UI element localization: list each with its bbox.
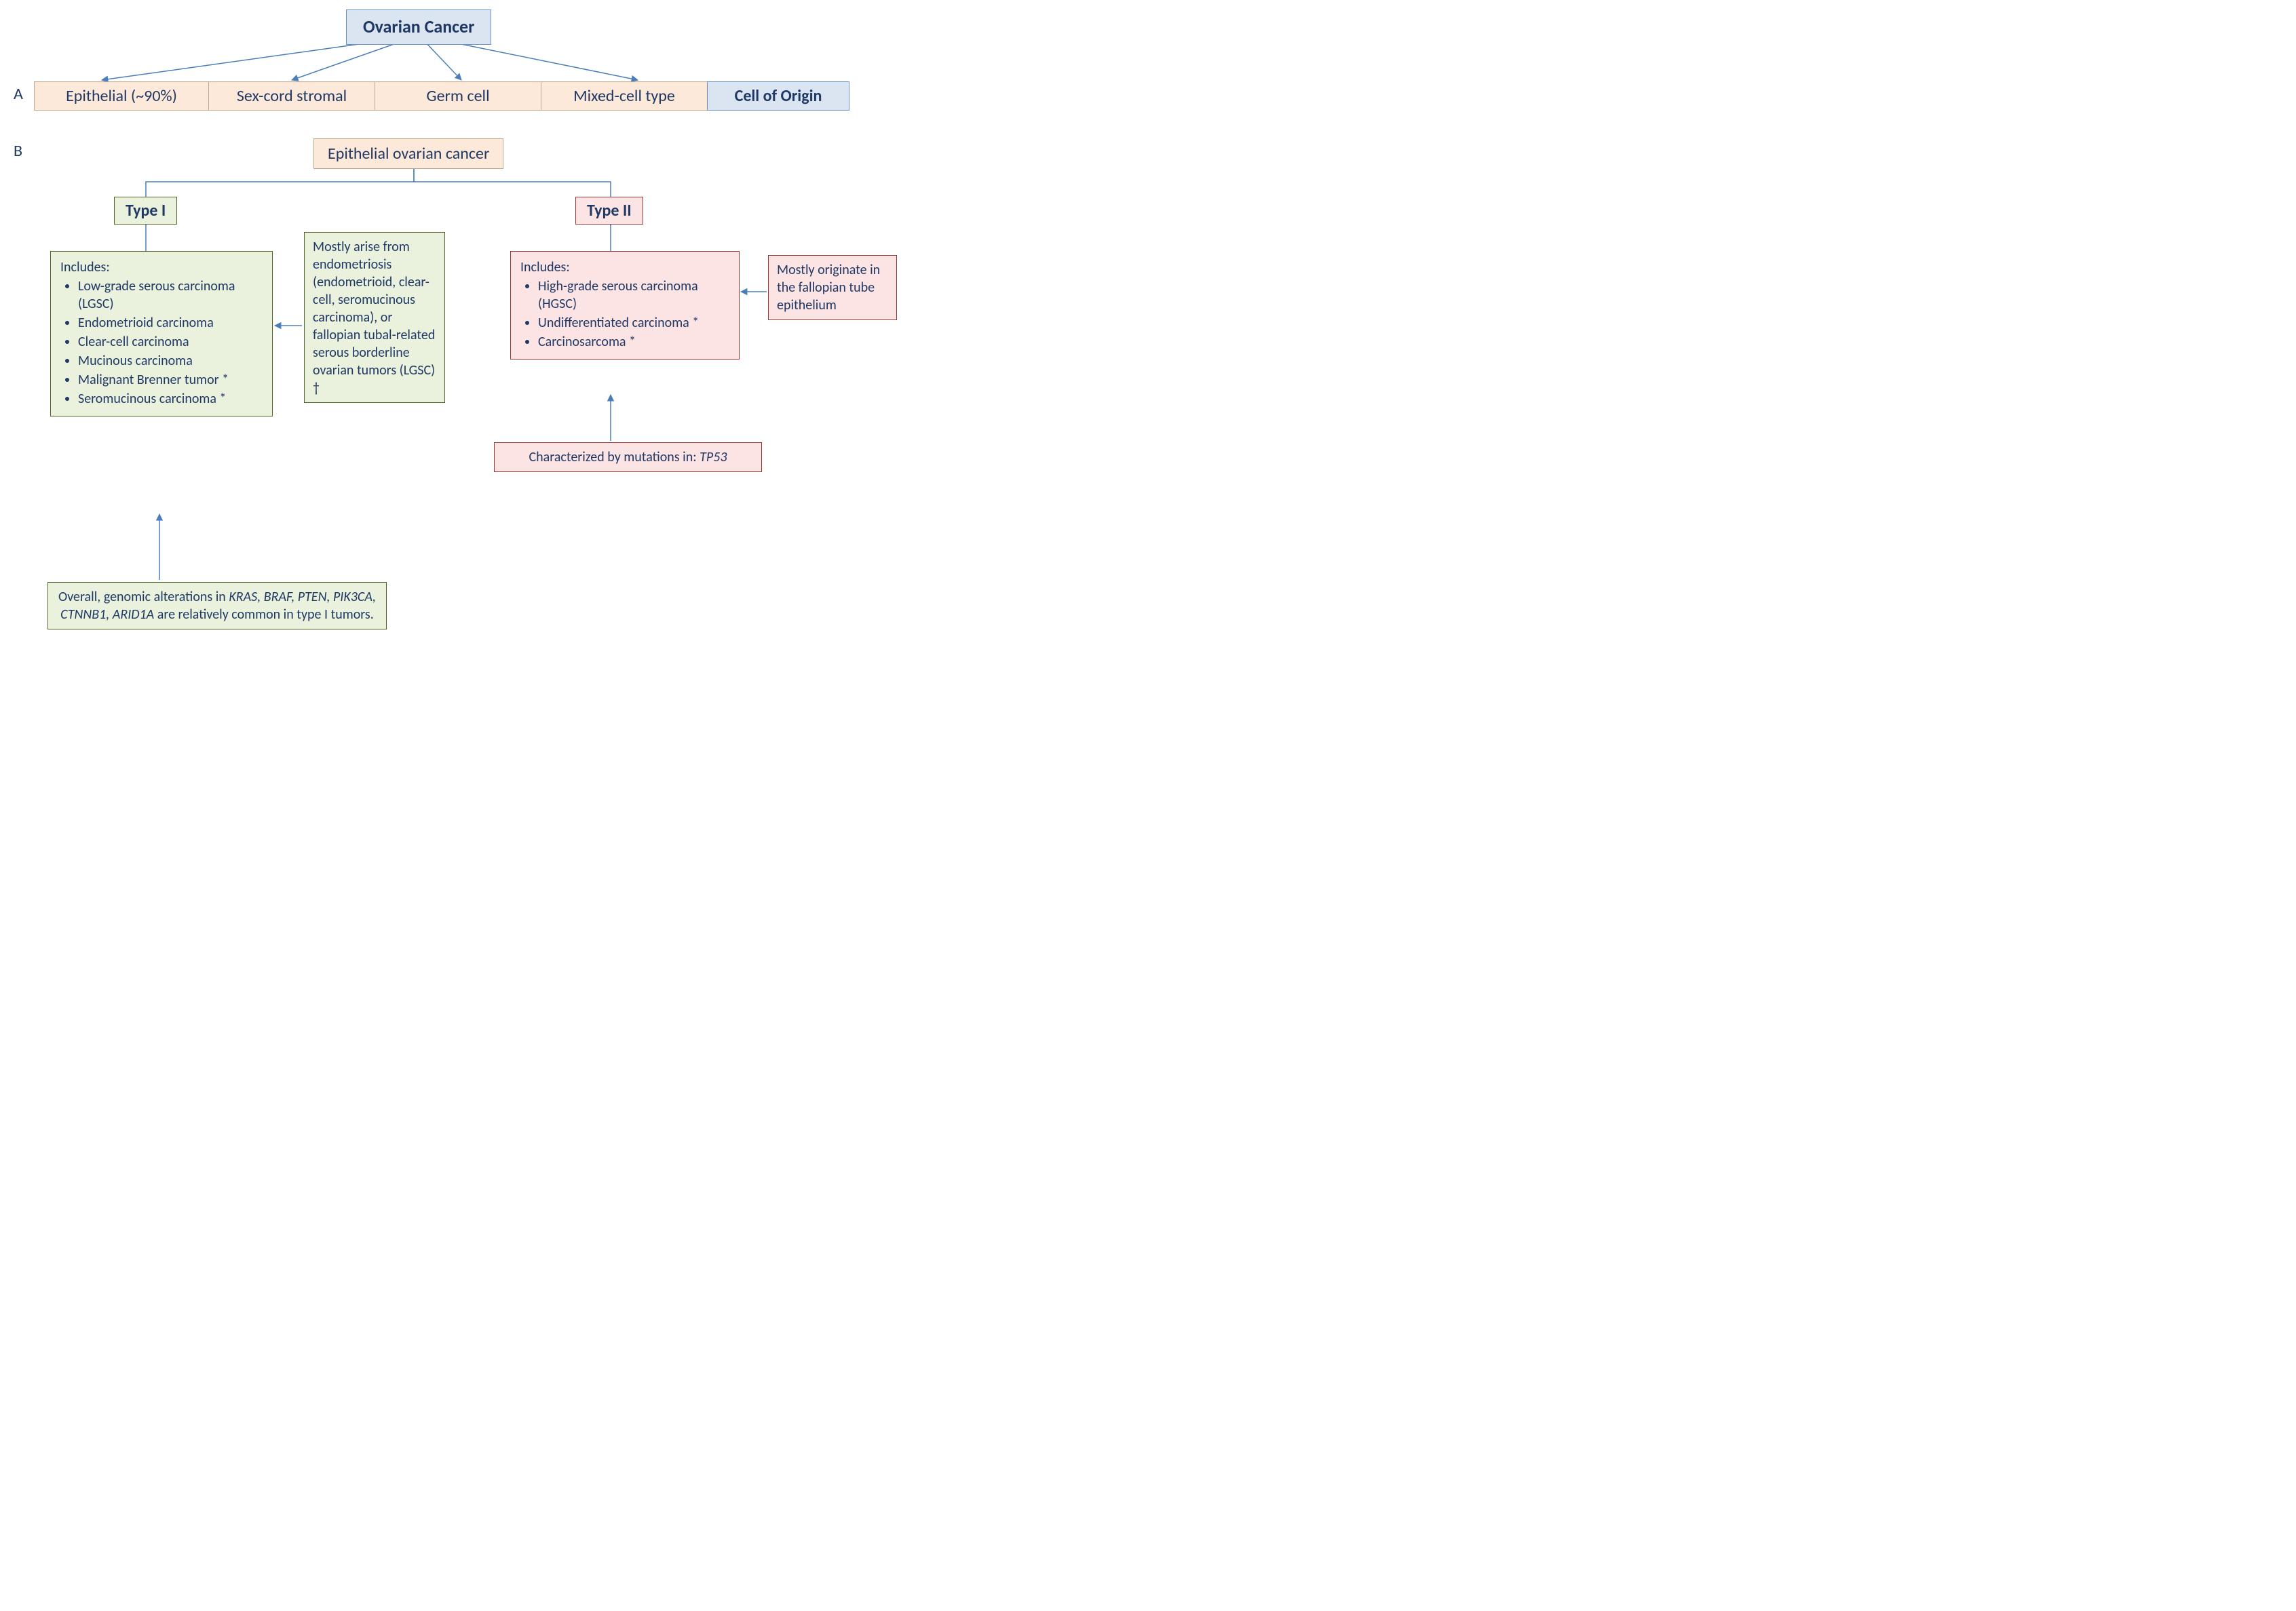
section-b-label: B (14, 141, 22, 161)
cell-sex-cord: Sex-cord stromal (208, 81, 375, 111)
type2-includes-label: Includes: (520, 258, 729, 276)
type2-origin-note: Mostly originate in the fallopian tube e… (768, 255, 897, 320)
type1-mutations: Overall, genomic alterations in KRAS, BR… (47, 582, 387, 629)
type2-item: High-grade serous carcinoma (HGSC) (538, 277, 729, 313)
cell-mixed: Mixed-cell type (541, 81, 708, 111)
type2-includes: Includes: High-grade serous carcinoma (H… (510, 251, 740, 360)
type1-item: Low-grade serous carcinoma (LGSC) (78, 277, 263, 313)
type2-title: Type II (575, 197, 643, 225)
cell-origin-header: Cell of Origin (707, 81, 849, 111)
type2-item: Carcinosarcoma * (538, 333, 729, 351)
type2-mut-genes: TP53 (700, 449, 727, 465)
cell-germ: Germ cell (375, 81, 541, 111)
type2-item: Undifferentiated carcinoma * (538, 314, 729, 332)
type1-item: Seromucinous carcinoma * (78, 390, 263, 408)
type1-title: Type I (114, 197, 177, 225)
type1-item: Mucinous carcinoma (78, 352, 263, 370)
type1-item: Malignant Brenner tumor * (78, 371, 263, 389)
cell-epithelial: Epithelial (~90%) (34, 81, 209, 111)
type1-includes-label: Includes: (60, 258, 263, 276)
type1-mut-suffix: are relatively common in type I tumors. (154, 606, 374, 623)
epithelial-header: Epithelial ovarian cancer (313, 138, 503, 169)
type1-item: Clear-cell carcinoma (78, 333, 263, 351)
type1-origin-note: Mostly arise from endometriosis (endomet… (304, 232, 445, 403)
type1-includes: Includes: Low-grade serous carcinoma (LG… (50, 251, 273, 416)
type1-item: Endometrioid carcinoma (78, 314, 263, 332)
diagram-title: Ovarian Cancer (346, 9, 491, 45)
type2-mut-prefix: Characterized by mutations in: (529, 449, 700, 465)
type2-mutations: Characterized by mutations in: TP53 (494, 442, 762, 472)
type1-mut-prefix: Overall, genomic alterations in (58, 589, 229, 605)
section-a-label: A (14, 84, 23, 104)
